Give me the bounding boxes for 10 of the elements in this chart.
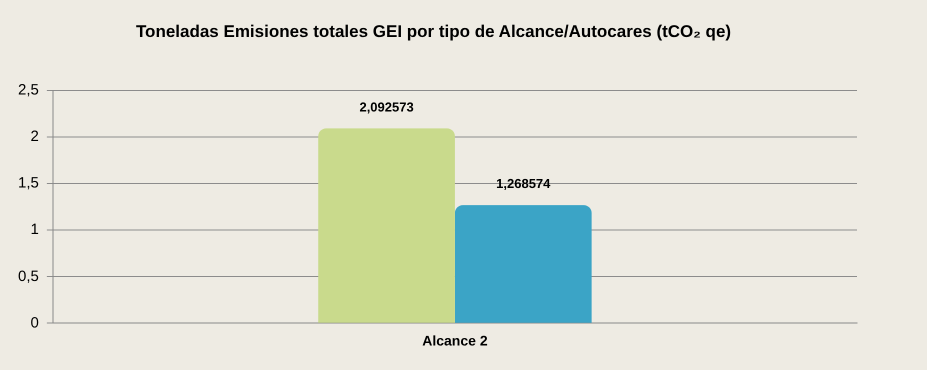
y-tick-label: 0,5 xyxy=(18,268,39,285)
y-tick-label: 1 xyxy=(30,221,39,238)
y-tick-label: 0 xyxy=(30,314,39,332)
chart-title: Toneladas Emisiones totales GEI por tipo de Alcance/Autocares (tCO₂ qe) xyxy=(136,22,732,41)
y-tick-label: 1,5 xyxy=(18,174,39,192)
x-tick-label: Alcance 2 xyxy=(422,332,488,348)
data-label: 1,268574 xyxy=(496,176,552,192)
y-tick-label: 2 xyxy=(30,128,39,146)
y-tick-label: 2,5 xyxy=(18,82,39,99)
data-label: 2,092573 xyxy=(359,99,414,114)
